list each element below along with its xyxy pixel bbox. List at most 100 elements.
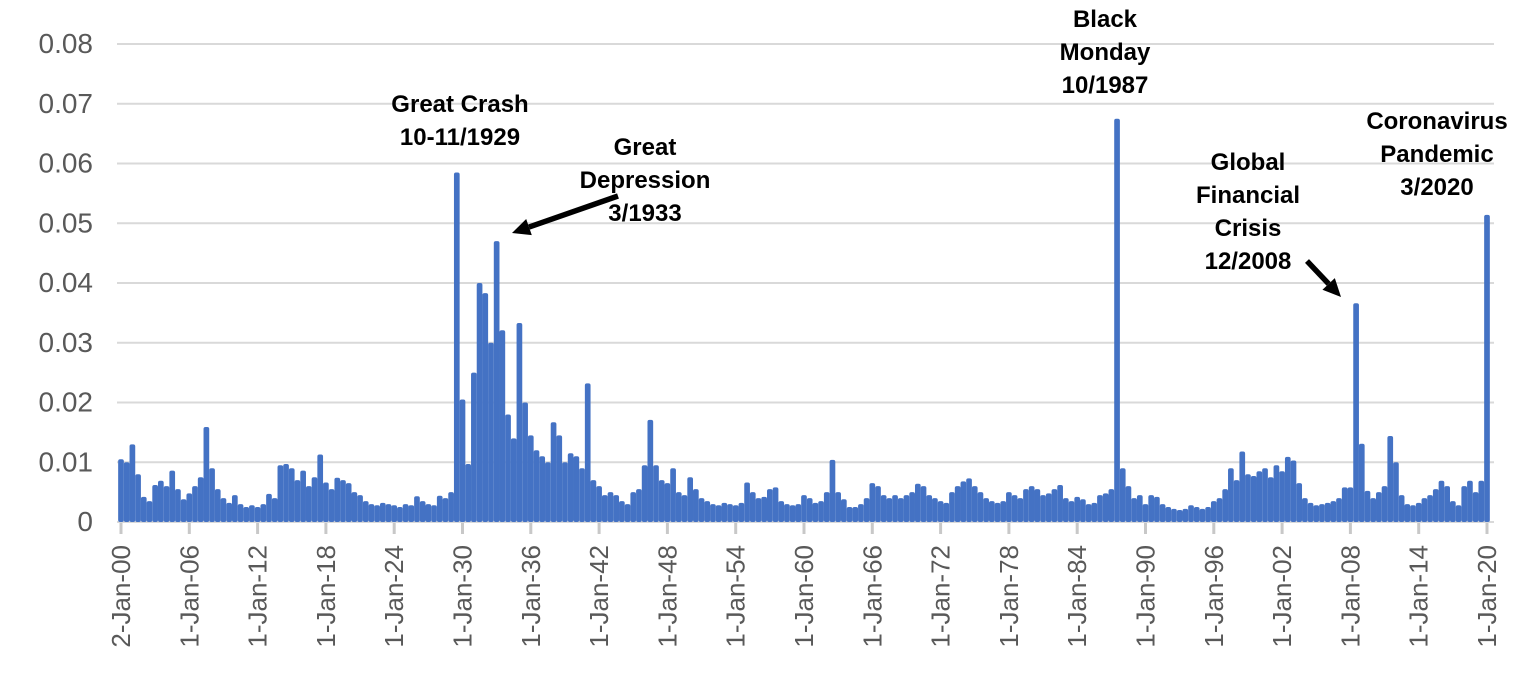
volatility-bar (1330, 501, 1337, 522)
volatility-bar (664, 483, 671, 522)
x-axis-tick-label-group: 1-Jan-20 (1472, 545, 1502, 648)
volatility-bar (277, 465, 284, 522)
volatility-bar (926, 495, 933, 522)
volatility-bar (260, 504, 267, 522)
volatility-bar (1119, 468, 1126, 522)
volatility-bar (442, 498, 449, 522)
volatility-bar (1125, 486, 1132, 522)
annotation-black-monday: Black Monday 10/1987 (1060, 3, 1151, 102)
volatility-bar (687, 477, 694, 522)
x-axis-tick-label: 1-Jan-84 (1062, 545, 1092, 648)
volatility-bar (767, 489, 773, 522)
volatility-bar (192, 486, 198, 522)
annotation-line: Depression (579, 167, 711, 194)
volatility-bar (123, 462, 130, 522)
volatility-bar (641, 465, 648, 522)
volatility-bar (829, 459, 836, 522)
annotation-arrow-head (1322, 278, 1341, 297)
volatility-bar (812, 502, 819, 522)
annotation-line: Crisis (1214, 215, 1282, 242)
annotation-coronavirus-pandemic: Coronavirus Pandemic 3/2020 (1366, 105, 1507, 204)
volatility-bar (966, 478, 972, 522)
volatility-bar (914, 483, 921, 522)
volatility-bar (340, 480, 346, 522)
volatility-bar (1336, 498, 1342, 522)
volatility-bar (288, 468, 295, 522)
volatility-bar (510, 438, 517, 522)
volatility-bar (482, 293, 489, 522)
volatility-bar (590, 480, 597, 522)
x-axis-tick-label-group: 1-Jan-24 (379, 545, 409, 648)
x-axis-tick-label-group: 1-Jan-72 (926, 545, 956, 648)
volatility-bar (1256, 471, 1263, 522)
volatility-bar (1381, 486, 1388, 522)
y-axis-tick-label: 0.03 (39, 327, 94, 358)
volatility-bar (704, 501, 711, 522)
volatility-bar (1472, 492, 1479, 523)
volatility-bar (1279, 471, 1285, 522)
x-axis-tick-label: 1-Jan-02 (1267, 545, 1297, 648)
volatility-bar (1188, 505, 1194, 522)
volatility-bar (214, 489, 221, 522)
y-axis-tick-label: 0.08 (39, 28, 94, 59)
volatility-bar (436, 495, 443, 522)
volatility-bar (1171, 508, 1177, 522)
volatility-bar (169, 470, 176, 522)
volatility-bar (806, 498, 813, 522)
volatility-bar (294, 480, 301, 522)
x-axis-tick-label: 1-Jan-48 (652, 545, 682, 648)
x-axis-tick-label: 1-Jan-08 (1335, 545, 1365, 648)
volatility-bar (1165, 507, 1172, 522)
volatility-bar (158, 480, 164, 522)
volatility-bar (607, 492, 614, 523)
volatility-bar (1114, 118, 1120, 522)
volatility-bar (317, 454, 324, 522)
volatility-bar (670, 468, 676, 522)
volatility-bar (459, 399, 466, 522)
volatility-bar (385, 504, 392, 522)
x-axis-tick-label: 1-Jan-60 (789, 545, 819, 648)
volatility-bar (556, 435, 563, 522)
volatility-bar (584, 383, 591, 522)
volatility-bar (983, 498, 989, 522)
x-axis-tick-label: 1-Jan-20 (1472, 545, 1502, 648)
volatility-bar (778, 501, 785, 522)
annotation-line: Great Crash (391, 91, 529, 118)
x-axis-tick-label-group: 1-Jan-08 (1335, 545, 1365, 648)
annotation-line: Coronavirus (1366, 108, 1508, 135)
volatility-bar (1136, 495, 1143, 522)
volatility-bar (1262, 468, 1268, 522)
volatility-bar (550, 422, 557, 522)
x-axis-tick-label-group: 1-Jan-84 (1062, 545, 1092, 648)
volatility-bar (1267, 477, 1274, 522)
x-axis-tick-label: 1-Jan-42 (584, 545, 614, 648)
volatility-bar (1045, 493, 1052, 522)
annotation-line: Pandemic (1380, 141, 1494, 168)
volatility-bar (909, 492, 915, 523)
volatility-bar (1421, 498, 1428, 522)
volatility-bar (715, 505, 722, 522)
volatility-bar (994, 502, 1001, 522)
volatility-bar (522, 402, 528, 522)
annotation-line: Monday (1059, 39, 1151, 66)
volatility-bar (658, 480, 665, 522)
volatility-bar (397, 507, 403, 522)
volatility-bar (249, 505, 255, 522)
x-axis-tick-label: 1-Jan-54 (721, 545, 751, 648)
volatility-bar (1450, 501, 1456, 522)
volatility-bar (402, 504, 409, 522)
volatility-bar (1239, 451, 1246, 522)
volatility-bar (408, 505, 415, 522)
volatility-bar (1228, 468, 1234, 522)
volatility-bar (897, 498, 904, 522)
x-axis-tick-label-group: 1-Jan-12 (243, 545, 273, 648)
volatility-bar (1108, 489, 1115, 522)
volatility-bar (1006, 492, 1012, 523)
x-axis-tick-label: 1-Jan-14 (1404, 545, 1434, 648)
volatility-bar (1461, 486, 1468, 522)
x-axis-tick-label: 1-Jan-30 (448, 545, 478, 648)
y-axis-tick-label: 0 (77, 506, 93, 537)
volatility-bar (1080, 499, 1086, 522)
volatility-bar (903, 495, 910, 522)
volatility-bar (476, 283, 483, 522)
